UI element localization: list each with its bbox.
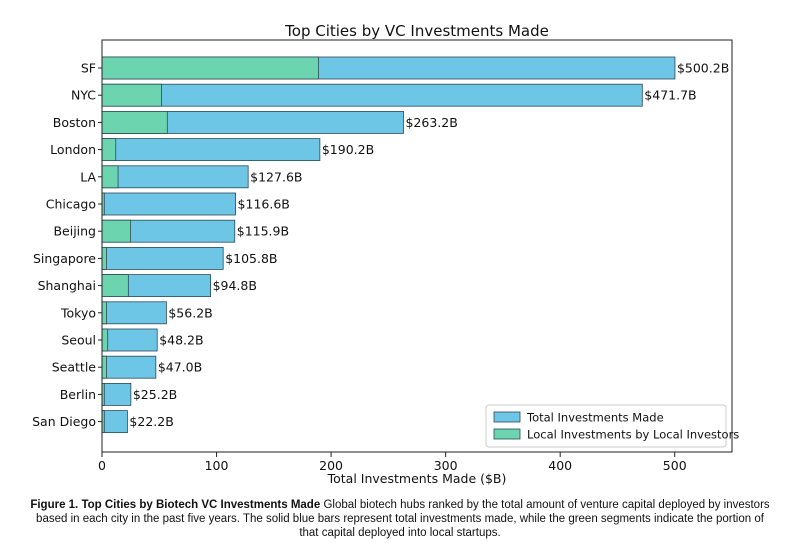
data-label-5: $116.6B [238, 197, 290, 212]
y-tick-label-10: Seoul [61, 333, 96, 348]
caption-text: Global biotech hubs ranked by the total … [36, 499, 770, 539]
data-labels: $500.2B $471.7B $263.2B $190.2B $127.6B $116.… [129, 61, 729, 430]
caption-label: Figure 1. Top Cities by Biotech VC Inves… [30, 499, 321, 511]
bar-local-9 [101, 301, 107, 325]
y-tick-labels: SF NYC Boston London LA Chicago Beijing Singapo… [32, 61, 102, 429]
bar-local-1 [101, 83, 162, 107]
legend-label-0: Total Investments Made [526, 411, 664, 425]
bar-local-6 [101, 219, 132, 243]
bar-local-3 [101, 138, 117, 162]
bar-local-7 [101, 246, 107, 270]
legend: Total Investments Made Local Investments … [485, 404, 739, 448]
data-label-13: $22.2B [129, 414, 173, 429]
bar-total-3 [101, 138, 321, 162]
bar-total-7 [101, 246, 224, 270]
x-axis: 0 100 200 300 400 500 [98, 452, 687, 473]
y-tick-label-12: Berlin [60, 387, 96, 402]
data-label-6: $115.9B [237, 224, 289, 239]
data-label-4: $127.6B [250, 169, 302, 184]
y-tick-label-6: Beijing [53, 224, 96, 239]
data-label-9: $56.2B [168, 305, 212, 320]
bar-total-4 [101, 165, 249, 189]
figure-caption: Figure 1. Top Cities by Biotech VC Inves… [28, 498, 772, 540]
data-label-1: $471.7B [644, 88, 696, 103]
y-tick-label-2: Boston [53, 115, 96, 130]
bar-local-4 [101, 165, 119, 189]
x-tick-label-5: 500 [663, 458, 687, 473]
legend-swatch-0 [493, 411, 521, 423]
y-tick-label-1: NYC [71, 88, 96, 103]
y-tick-label-0: SF [81, 61, 96, 76]
y-tick-label-5: Chicago [46, 197, 96, 212]
y-tick-label-8: Shanghai [38, 278, 96, 293]
y-tick-label-11: Seattle [52, 360, 97, 375]
legend-label-1: Local Investments by Local Investors [527, 428, 739, 442]
x-tick-label-3: 300 [434, 458, 458, 473]
x-tick-label-4: 400 [548, 458, 572, 473]
y-tick-label-4: LA [80, 169, 96, 184]
data-label-0: $500.2B [677, 61, 729, 76]
data-label-11: $47.0B [158, 360, 202, 375]
legend-swatch-1 [493, 428, 521, 440]
bar-chart: Top Cities by VC Investments Made SF NYC B… [32, 22, 739, 486]
x-tick-label-2: 200 [319, 458, 343, 473]
data-label-10: $48.2B [159, 333, 203, 348]
bar-total-13 [101, 410, 128, 434]
bar-local-2 [101, 111, 168, 134]
legend-box [485, 404, 727, 448]
data-label-8: $94.8B [213, 278, 257, 293]
x-tick-label-0: 0 [98, 458, 106, 473]
bar-total-1 [101, 83, 643, 107]
bar-local-11 [101, 355, 107, 379]
x-tick-label-1: 100 [205, 458, 229, 473]
y-tick-label-3: London [50, 142, 96, 157]
data-label-2: $263.2B [405, 115, 457, 130]
bar-local-8 [101, 274, 129, 298]
data-label-3: $190.2B [322, 142, 374, 157]
data-label-7: $105.8B [225, 251, 277, 266]
plot-frame [101, 39, 733, 453]
bar-local-10 [101, 328, 109, 352]
bars-group [101, 56, 676, 434]
bar-total-9 [101, 301, 167, 325]
y-tick-label-9: Tokyo [60, 305, 96, 320]
bar-local-0 [101, 56, 319, 80]
bar-total-11 [101, 355, 157, 379]
bar-total-12 [101, 382, 132, 406]
y-tick-label-13: San Diego [32, 414, 96, 429]
bar-total-10 [101, 328, 158, 352]
bar-total-5 [101, 192, 236, 216]
y-tick-label-7: Singapore [33, 251, 96, 266]
data-label-12: $25.2B [133, 387, 177, 402]
x-axis-label: Total Investments Made ($B) [327, 471, 507, 486]
chart-title: Top Cities by VC Investments Made [284, 22, 549, 40]
